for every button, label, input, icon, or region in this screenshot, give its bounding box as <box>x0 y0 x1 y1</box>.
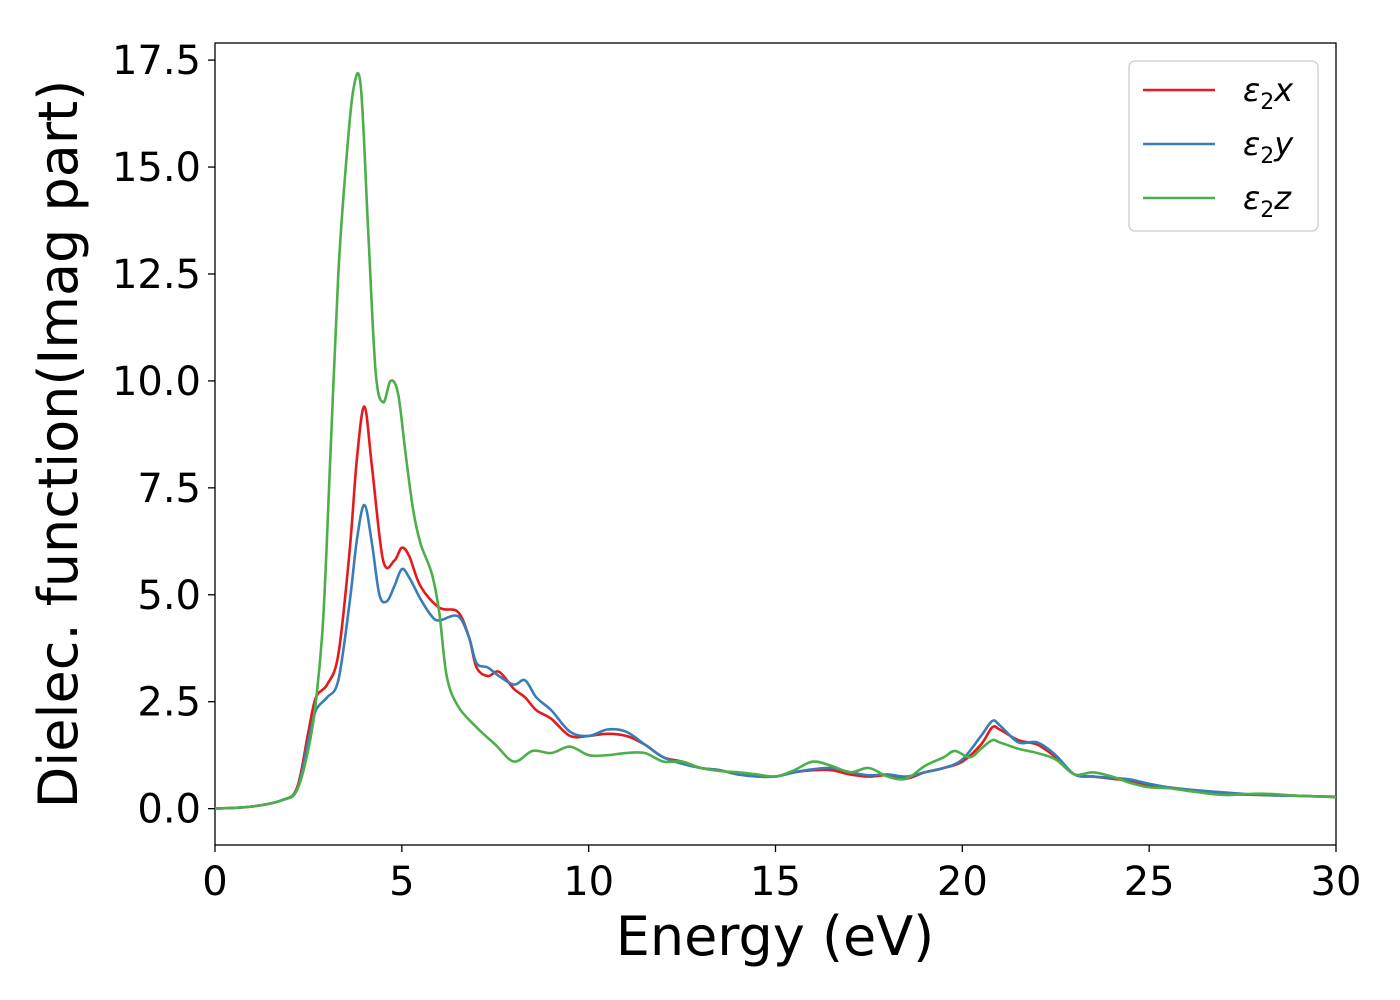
x-tick-label: 20 <box>937 859 988 905</box>
y-tick-label: 5.0 <box>137 573 201 619</box>
series-line-z <box>215 71 1336 810</box>
y-axis-title: Dielec. function(Imag part) <box>27 80 90 809</box>
y-tick-label: 12.5 <box>112 252 201 298</box>
y-tick-label: 17.5 <box>112 38 201 84</box>
y-tick-label: 15.0 <box>112 145 201 191</box>
series-line-x <box>215 405 1336 810</box>
x-tick-label: 0 <box>202 859 227 905</box>
y-axis-ticks: 0.0 2.5 5.0 7.5 10.0 12.5 15.0 17.5 <box>112 38 215 833</box>
legend-label-z: ε2z <box>1243 179 1292 223</box>
legend-label-x: ε2x <box>1243 71 1294 115</box>
x-tick-label: 5 <box>389 859 414 905</box>
x-axis-title: Energy (eV) <box>616 905 935 968</box>
series-line-y <box>215 503 1336 810</box>
x-tick-label: 25 <box>1124 859 1175 905</box>
y-tick-label: 2.5 <box>137 680 201 726</box>
legend-box <box>1128 60 1319 232</box>
x-tick-label: 10 <box>563 859 614 905</box>
x-tick-label: 15 <box>750 859 801 905</box>
x-axis-ticks: 0 5 10 15 20 25 30 <box>202 845 1361 905</box>
y-tick-label: 7.5 <box>137 466 201 512</box>
y-tick-label: 0.0 <box>137 787 201 833</box>
series-group <box>215 71 1336 810</box>
legend: ε2x ε2y ε2z <box>1128 60 1319 232</box>
x-tick-label: 30 <box>1311 859 1362 905</box>
legend-label-y: ε2y <box>1243 125 1294 169</box>
y-tick-label: 10.0 <box>112 359 201 405</box>
